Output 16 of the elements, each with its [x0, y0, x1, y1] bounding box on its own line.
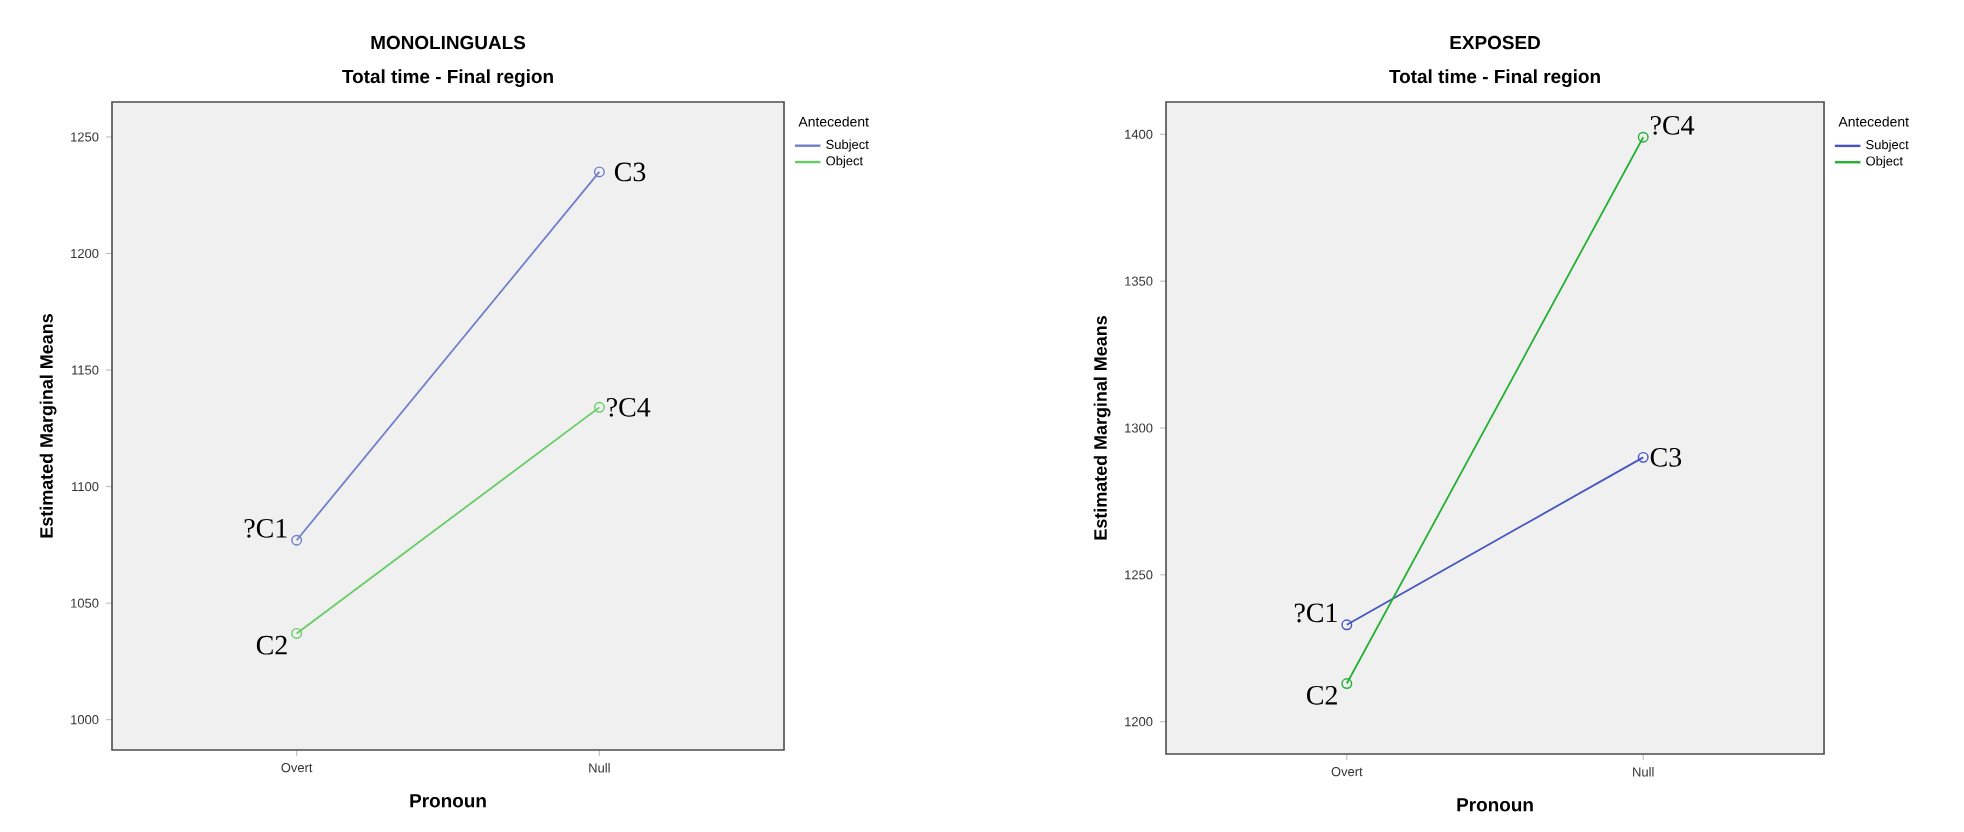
x-axis-title: Pronoun: [1457, 798, 1533, 812]
chart-title: EXPOSED: [1450, 35, 1540, 50]
x-axis-title: Pronoun: [410, 794, 486, 808]
annotation: ?C1: [244, 518, 287, 538]
chart-subtitle: Total time - Final region: [1389, 69, 1600, 87]
y-axis-title: Estimated Marginal Means: [1093, 316, 1111, 540]
annotation: ?C1: [1294, 603, 1337, 623]
annotation: C2: [256, 635, 287, 655]
chart-title: MONOLINGUALS: [371, 35, 526, 50]
chart-subtitle: Total time - Final region: [342, 69, 553, 87]
annotation: C3: [614, 162, 646, 182]
annotation: ?C4: [1651, 115, 1695, 135]
annotation: C3: [1650, 447, 1682, 467]
annotation: ?C4: [607, 397, 651, 417]
y-axis-title: Estimated Marginal Means: [39, 314, 57, 538]
annotation: C2: [1307, 685, 1337, 705]
